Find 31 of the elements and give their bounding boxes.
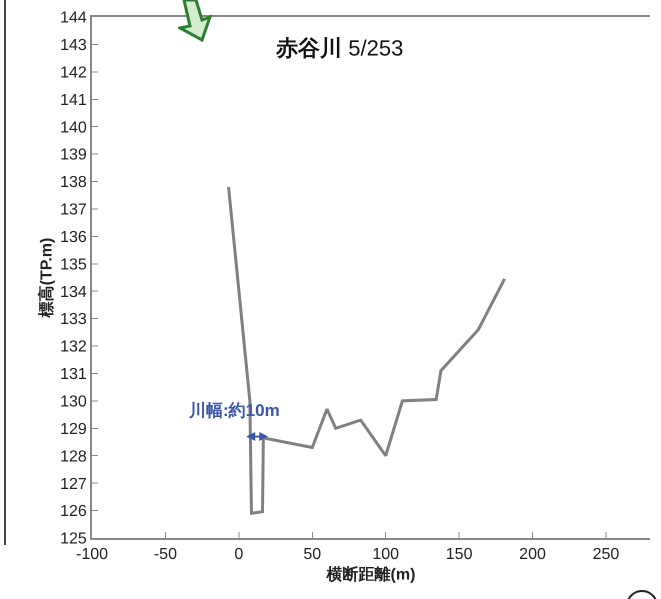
x-tick-label: 50 <box>303 546 322 564</box>
y-tick-label: 132 <box>60 338 87 356</box>
x-tick-label: 250 <box>592 546 620 564</box>
y-tick-label: 138 <box>60 174 87 192</box>
y-tick-label: 128 <box>60 448 87 466</box>
y-tick-label: 126 <box>60 503 87 520</box>
y-tick-label: 139 <box>60 146 87 164</box>
y-tick-label: 137 <box>60 202 87 219</box>
y-tick-label: 143 <box>60 37 87 54</box>
x-tick-label: -50 <box>154 546 178 564</box>
y-tick-label: 129 <box>60 420 87 438</box>
y-tick-label: 125 <box>60 530 87 548</box>
y-tick-label: 135 <box>60 256 87 274</box>
x-tick-label: 0 <box>234 546 244 564</box>
text: 赤谷川 5/253 <box>275 36 404 61</box>
x-tick-label: 150 <box>446 546 473 564</box>
y-axis-title: 標高(TP.m) <box>36 238 56 318</box>
x-tick-label: 200 <box>519 546 546 564</box>
x-tick-label: -100 <box>76 546 108 564</box>
y-tick-label: 134 <box>60 284 87 301</box>
y-tick-label: 141 <box>60 92 87 109</box>
y-tick-label: 142 <box>60 64 87 82</box>
y-tick-label: 130 <box>60 393 87 410</box>
y-tick-label: 127 <box>60 476 87 493</box>
y-tick-label: 136 <box>60 228 87 246</box>
y-tick-label: 144 <box>60 10 87 27</box>
y-tick-label: 140 <box>60 119 87 136</box>
x-axis-title: 横断距離(m) <box>326 565 416 584</box>
x-tick-label: 100 <box>372 546 400 564</box>
y-tick-label: 133 <box>60 311 87 328</box>
y-tick-label: 131 <box>60 366 87 384</box>
